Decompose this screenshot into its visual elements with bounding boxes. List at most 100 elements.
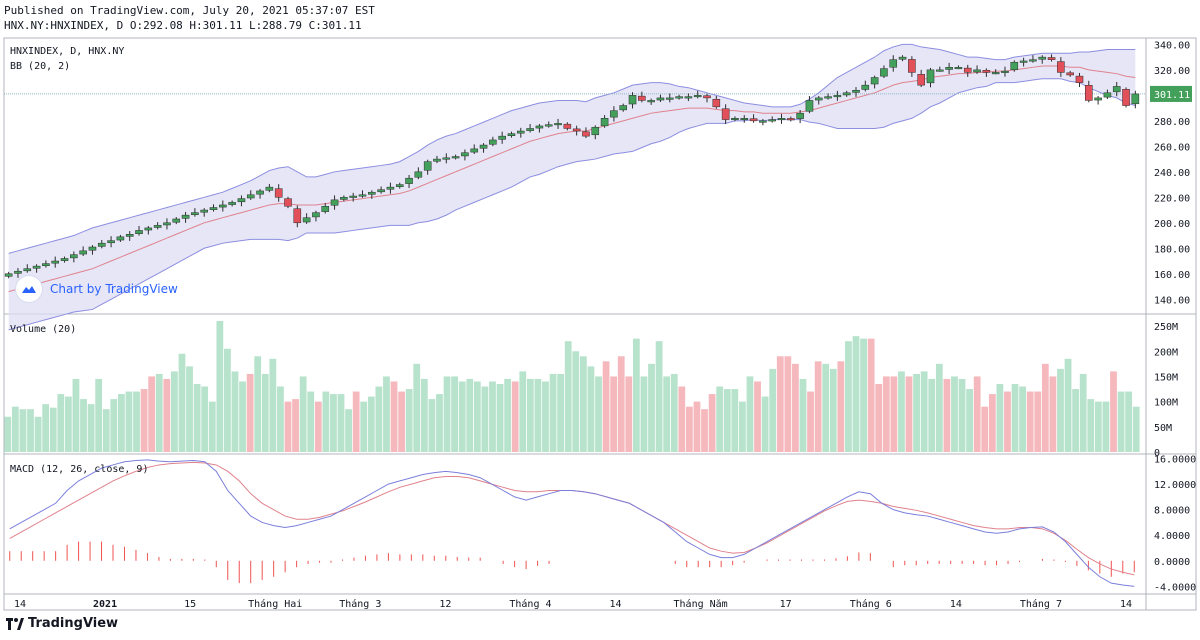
candle [600,115,609,128]
candle-body [88,246,97,251]
candle-body [572,128,581,132]
volume-bar [799,378,807,452]
volume-bar [655,341,663,452]
candle [563,122,572,131]
candle-body [1131,93,1140,105]
candle [917,69,925,88]
volume-bar [496,384,504,452]
candle [703,93,711,103]
candle [861,80,870,92]
candle-body [60,258,69,261]
volume-bar [420,378,428,452]
candle-body [498,135,506,140]
tradingview-watermark[interactable]: Chart by TradingView [16,276,178,302]
candle [759,118,767,126]
candle-body [461,152,469,157]
candle-body [125,234,134,237]
candle [656,94,665,102]
volume-bar [1011,384,1019,452]
volume-bar [776,356,784,452]
volume-bar [504,378,512,452]
volume-bar [11,406,19,452]
candle [824,93,832,100]
candle [340,195,348,202]
candle [572,125,581,136]
volume-bar [1049,376,1057,452]
candle-body [591,126,600,136]
candle [489,136,497,147]
footer-brand[interactable]: TradingView [6,616,118,631]
price-tick-label: 200.00 [1154,219,1190,230]
candle [302,213,311,224]
volume-bar [678,386,686,452]
candle-body [1094,97,1102,101]
candle [209,204,218,212]
candle [684,93,693,102]
candle [526,124,534,133]
candle [926,67,935,88]
candle [330,195,339,210]
macd-line [9,459,1135,587]
volume-tick-label: 200M [1154,347,1178,358]
candle [852,87,860,97]
candle [963,64,972,77]
volume-bar [1087,399,1095,452]
candle [70,251,78,263]
candle-body [1029,59,1037,62]
time-tick-label: Tháng 6 [850,598,892,610]
candle-body [1112,86,1121,93]
volume-bar [890,376,898,452]
volume-bar [4,416,12,452]
candle [414,167,423,180]
candle [461,149,469,161]
volume-bar [1117,391,1125,452]
candle-body [228,202,236,205]
candle-body [861,84,870,90]
candle [973,65,981,74]
volume-bar [1094,401,1102,452]
candle-body [731,118,739,121]
candle-body [787,118,795,121]
volume-tick-label: 100M [1154,398,1178,409]
candle-body [805,100,814,112]
candle [1084,80,1093,103]
volume-bar [367,396,375,452]
candle [945,62,953,74]
price-tick-label: 280.00 [1154,117,1190,128]
candle [1075,72,1084,88]
candle-body [451,156,460,159]
volume-bar [648,363,655,452]
volume-bar [526,378,534,452]
volume-bar [845,341,852,452]
price-tick-label: 240.00 [1154,168,1190,179]
candle-body [293,208,302,224]
candle-body [842,92,851,96]
candle [116,234,125,242]
volume-bar [246,373,254,452]
candle [470,144,479,155]
candle [535,124,544,133]
candle [181,211,190,223]
volume-bar [322,391,330,452]
volume-bar [337,394,345,452]
volume-bar [898,371,905,452]
candle [619,103,628,112]
candle-body [703,95,711,99]
candle-body [340,197,348,200]
candle [768,116,776,123]
candle-body [1122,89,1130,106]
candle-body [749,118,758,122]
candle-body [917,74,925,86]
candle [451,154,460,160]
candle [433,155,441,164]
volume-bar [292,399,299,452]
volume-bar [269,358,277,452]
candle [1019,57,1028,67]
candle [1010,60,1019,72]
candle-body [619,105,628,111]
candle [60,256,69,263]
candle [1047,54,1056,62]
candle [97,239,106,249]
volume-bar [261,373,269,452]
candle [219,200,227,212]
